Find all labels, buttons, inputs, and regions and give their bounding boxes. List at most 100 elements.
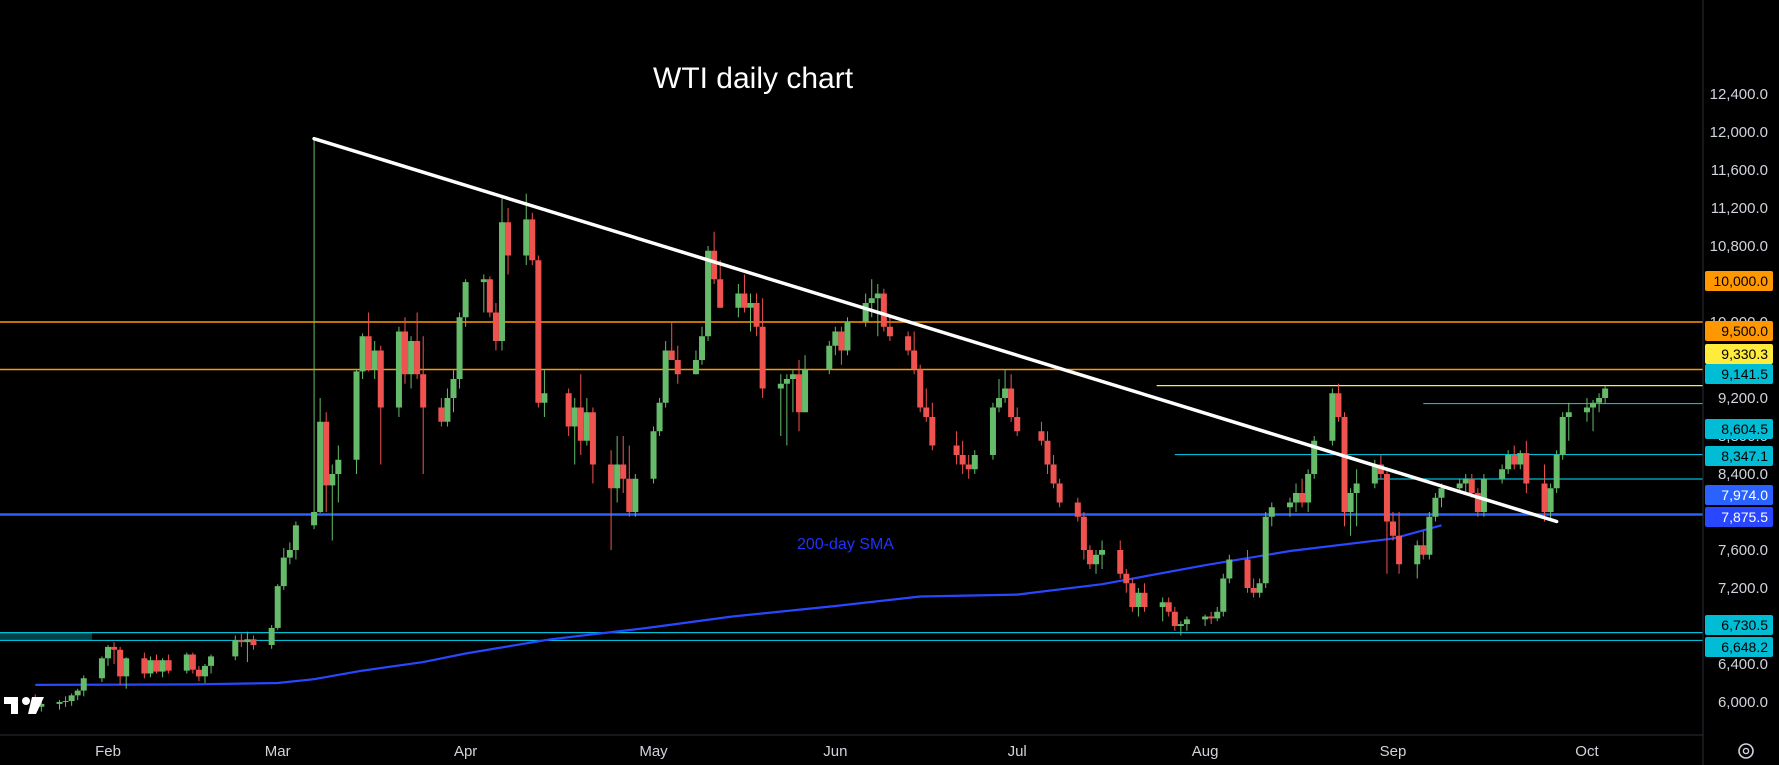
candle bbox=[1050, 455, 1057, 489]
price-tick-label: 11,200.0 bbox=[1711, 200, 1768, 217]
candle bbox=[201, 664, 208, 683]
candle bbox=[1244, 550, 1251, 593]
candle-body bbox=[929, 417, 936, 446]
candle bbox=[1474, 488, 1481, 517]
candle-body bbox=[1499, 469, 1506, 479]
candle-body bbox=[1590, 402, 1597, 408]
candle bbox=[438, 398, 445, 427]
candle bbox=[838, 326, 845, 365]
candle-body bbox=[1541, 483, 1548, 512]
candle-body bbox=[1390, 521, 1396, 536]
candle-body bbox=[1547, 488, 1554, 512]
price-tag: 7,875.5 bbox=[1705, 507, 1773, 527]
candle-body bbox=[1099, 550, 1106, 555]
candle-body bbox=[971, 455, 978, 470]
candle-body bbox=[323, 421, 330, 486]
candle-body bbox=[62, 701, 69, 703]
candle bbox=[753, 293, 760, 337]
candle-body bbox=[802, 369, 809, 413]
candle-body bbox=[201, 665, 208, 677]
candle bbox=[626, 445, 633, 517]
price-tick-label: 12,000.0 bbox=[1710, 124, 1768, 141]
candle-body bbox=[1183, 619, 1190, 625]
candle-body bbox=[117, 649, 124, 677]
candle bbox=[323, 412, 330, 512]
candle-body bbox=[589, 412, 596, 465]
candle bbox=[408, 336, 415, 389]
candle-body bbox=[1074, 502, 1081, 517]
candle-body bbox=[498, 222, 505, 341]
price-tag-bg bbox=[1705, 271, 1773, 291]
price-tick-label: 7,600.0 bbox=[1718, 542, 1768, 559]
candle bbox=[662, 341, 669, 408]
candle-body bbox=[1165, 602, 1172, 612]
candle-body bbox=[335, 459, 342, 474]
candle bbox=[1383, 469, 1390, 574]
price-tag-label: 9,330.3 bbox=[1721, 346, 1768, 362]
candle bbox=[1414, 540, 1421, 579]
candle bbox=[1141, 583, 1148, 612]
candle-body bbox=[68, 695, 75, 702]
candle bbox=[826, 341, 833, 375]
time-tick-label: Oct bbox=[1575, 743, 1599, 760]
candle-body bbox=[1117, 550, 1124, 574]
candle bbox=[989, 402, 996, 460]
candle-body bbox=[577, 407, 584, 441]
candle bbox=[583, 398, 590, 446]
candle bbox=[274, 584, 281, 630]
candle bbox=[462, 279, 469, 327]
price-tag-bg bbox=[1705, 485, 1773, 505]
time-tick-label: Feb bbox=[95, 743, 121, 760]
candle-body bbox=[74, 690, 81, 696]
candle bbox=[377, 345, 384, 465]
candle bbox=[565, 388, 572, 436]
candle-body bbox=[705, 250, 712, 337]
candle bbox=[189, 652, 196, 674]
candle bbox=[1523, 440, 1530, 493]
candle bbox=[614, 436, 621, 503]
candle-body bbox=[1505, 455, 1512, 470]
candle bbox=[1220, 573, 1227, 617]
candle-body bbox=[886, 326, 893, 337]
candle bbox=[1396, 512, 1403, 574]
candle-body bbox=[650, 431, 657, 479]
candle bbox=[1159, 597, 1166, 622]
candle-body bbox=[1038, 431, 1045, 441]
candle-body bbox=[1086, 550, 1093, 565]
candle-body bbox=[1268, 507, 1275, 517]
candle-body bbox=[674, 360, 681, 375]
time-tick-label: Jun bbox=[823, 743, 847, 760]
candle-body bbox=[1123, 573, 1130, 584]
candle-body bbox=[1474, 493, 1481, 512]
candle bbox=[959, 440, 966, 474]
candle bbox=[608, 450, 615, 550]
candle-body bbox=[1262, 516, 1269, 584]
price-tag: 9,500.0 bbox=[1705, 321, 1773, 341]
time-tick-label: Sep bbox=[1380, 743, 1407, 760]
candle bbox=[480, 274, 487, 313]
candle-body bbox=[1602, 388, 1609, 398]
candle-body bbox=[1014, 417, 1021, 432]
candle-body bbox=[747, 303, 754, 308]
candle bbox=[832, 326, 839, 356]
candle-body bbox=[1559, 417, 1566, 455]
candle-body bbox=[832, 331, 839, 346]
gear-icon[interactable] bbox=[1738, 743, 1754, 759]
candle-body bbox=[662, 350, 669, 403]
horizontal-levels bbox=[0, 321, 1703, 642]
candle bbox=[905, 331, 912, 356]
candle bbox=[1080, 512, 1087, 560]
candle-body bbox=[923, 407, 930, 417]
candle-body bbox=[1583, 407, 1590, 413]
candle bbox=[141, 652, 148, 679]
candle bbox=[874, 284, 881, 337]
candle bbox=[656, 398, 663, 436]
tradingview-logo[interactable] bbox=[4, 697, 44, 714]
candle bbox=[650, 426, 657, 484]
candle-body bbox=[280, 557, 287, 587]
candle-body bbox=[189, 654, 196, 670]
candle bbox=[880, 288, 887, 332]
price-tag-bg bbox=[1705, 637, 1773, 657]
candle bbox=[56, 700, 63, 710]
